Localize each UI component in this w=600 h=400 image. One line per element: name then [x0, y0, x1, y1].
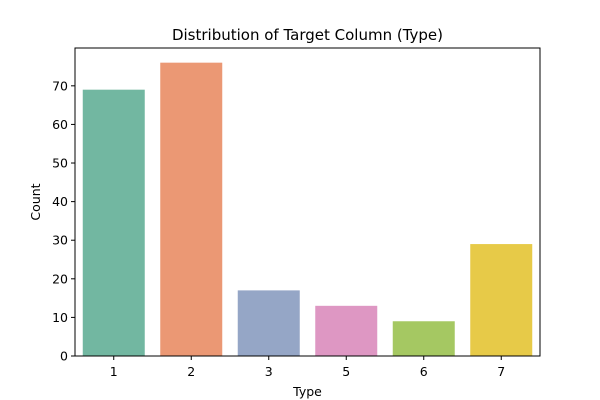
x-tick-label: 5: [342, 364, 350, 379]
x-axis-label: Type: [292, 384, 322, 399]
x-tick-label: 6: [420, 364, 428, 379]
y-tick-label: 70: [52, 78, 68, 93]
y-tick-label: 20: [52, 271, 68, 286]
y-tick-label: 50: [52, 156, 68, 171]
y-tick-label: 30: [52, 233, 68, 248]
bar-3: [237, 290, 300, 356]
x-tick-label: 1: [110, 364, 118, 379]
bar-2: [160, 62, 223, 357]
bar-6: [392, 321, 455, 356]
y-axis-label: Count: [28, 183, 43, 220]
x-tick-label: 3: [265, 364, 273, 379]
chart-title: Distribution of Target Column (Type): [172, 26, 443, 44]
axes-layer: 0 10 20 30 40 50 60 70 1 2 3 5 6 7: [52, 47, 541, 379]
x-tick-label: 7: [497, 364, 505, 379]
x-tick-label: 2: [187, 364, 195, 379]
y-tick-label: 60: [52, 117, 68, 132]
bar-1: [82, 89, 145, 357]
bar-7: [470, 244, 533, 356]
y-tick-label: 40: [52, 194, 68, 209]
bars-layer: [82, 62, 533, 357]
bar-5: [315, 305, 378, 356]
y-tick-label: 10: [52, 310, 68, 325]
y-tick-label: 0: [60, 349, 68, 364]
